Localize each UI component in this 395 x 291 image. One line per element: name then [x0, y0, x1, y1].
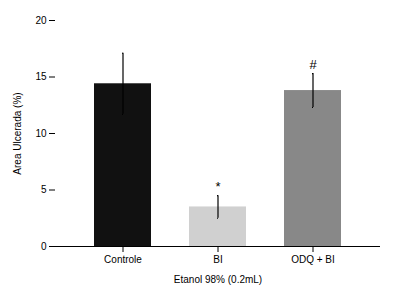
- svg-text:10: 10: [35, 128, 47, 139]
- svg-text:0: 0: [41, 241, 47, 252]
- svg-text:BI: BI: [213, 254, 222, 265]
- svg-text:5: 5: [41, 184, 47, 195]
- svg-text:*: *: [215, 179, 220, 194]
- svg-text:15: 15: [35, 71, 47, 82]
- svg-text:20: 20: [35, 15, 47, 26]
- svg-text:Controle: Controle: [104, 254, 142, 265]
- svg-text:ODQ + BI: ODQ + BI: [291, 254, 335, 265]
- svg-text:Etanol 98% (0.2mL): Etanol 98% (0.2mL): [174, 274, 262, 285]
- svg-text:#: #: [309, 57, 317, 72]
- svg-text:Area Ulcerada (%): Area Ulcerada (%): [12, 92, 23, 174]
